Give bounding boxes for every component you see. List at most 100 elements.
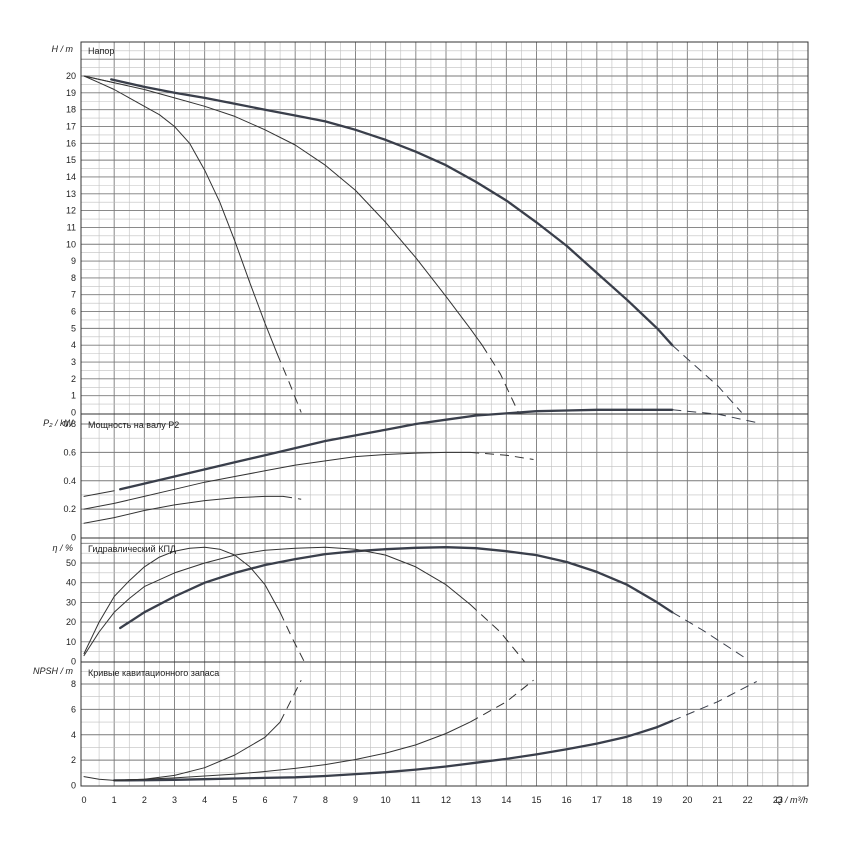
y-tick-label: 4 [71,340,76,350]
y-tick-label: 6 [71,704,76,714]
y-tick-label: 0.2 [63,504,76,514]
x-tick-label: 0 [81,795,86,805]
curve-dashed [283,495,302,500]
y-tick-label: 30 [66,597,76,607]
y-tick-label: 20 [66,617,76,627]
x-tick-label: 8 [323,795,328,805]
y-tick-label: 8 [71,679,76,689]
y-axis-label: P₂ / kW [43,418,74,428]
x-tick-label: 22 [743,795,753,805]
y-tick-label: 2 [71,755,76,765]
y-tick-label: 0.6 [63,447,76,457]
y-tick-label: 11 [67,222,76,232]
y-axis-label: η / % [52,543,73,553]
curve-solid [113,721,281,781]
x-tick-label: 3 [172,795,177,805]
x-tick-label: 5 [232,795,237,805]
x-tick-label: 10 [381,795,391,805]
curve-solid [83,490,115,497]
panel-title: Кривые кавитационного запаса [88,668,219,678]
curve-dashed [672,409,757,424]
y-tick-label: 10 [66,637,76,647]
curve-dashed [672,611,745,659]
plot-frame [80,41,809,787]
y-tick-label: 40 [66,578,76,588]
x-tick-label: 19 [652,795,662,805]
y-tick-label: 6 [71,307,76,317]
y-tick-label: 2 [71,374,76,384]
panel-title: Гидравлический КПД [88,544,176,554]
curve-dashed [279,679,302,723]
y-tick-label: 15 [66,155,76,165]
y-tick-label: 0 [71,408,76,418]
curve-solid [83,75,115,84]
x-tick-label: 4 [202,795,207,805]
x-tick-label: 20 [682,795,692,805]
y-tick-label: 0 [71,533,76,543]
y-tick-label: 50 [66,558,76,568]
curve-solid [113,721,471,781]
y-tick-label: 5 [71,323,76,333]
curve-dashed [481,344,519,413]
y-tick-label: 0 [71,781,76,791]
panel-title: Напор [88,46,114,56]
y-axis-label: NPSH / m [33,666,74,676]
curve-solid [83,776,115,781]
curve-dashed [276,353,302,413]
curve-solid [83,546,471,657]
curve-solid [83,495,284,524]
y-tick-label: 18 [66,105,76,115]
y-tick-label: 17 [66,121,76,131]
curve-solid [83,451,471,510]
y-tick-label: 0.8 [63,419,76,429]
curve-dashed [469,604,525,662]
y-axis-label: H / m [52,44,74,54]
curve-solid [110,78,674,347]
curve-dashed [469,679,534,723]
curve-dashed [470,451,534,460]
y-tick-label: 7 [71,290,76,300]
x-tick-label: 2 [142,795,147,805]
y-tick-label: 1 [71,391,76,401]
curve-solid [113,719,674,782]
y-tick-label: 0.4 [63,476,76,486]
curve-dashed [672,681,757,722]
y-tick-label: 12 [66,206,76,216]
x-tick-label: 18 [622,795,632,805]
curve-solid [83,546,281,655]
curve-dashed [671,344,742,413]
y-tick-label: 9 [71,256,76,266]
y-tick-label: 13 [66,189,76,199]
y-tick-label: 16 [66,138,76,148]
curve-solid [119,546,674,630]
curves [83,75,757,782]
x-tick-label: 12 [441,795,451,805]
y-tick-label: 3 [71,357,76,367]
x-tick-label: 11 [411,795,420,805]
y-tick-label: 20 [66,71,76,81]
x-tick-label: 13 [471,795,481,805]
y-tick-label: 10 [66,239,76,249]
y-tick-label: 19 [66,88,76,98]
x-tick-label: 6 [262,795,267,805]
y-tick-label: 0 [71,657,76,667]
y-tick-label: 4 [71,730,76,740]
grid [81,42,808,786]
x-tick-label: 15 [531,795,541,805]
curve-solid [83,75,278,355]
x-tick-label: 7 [293,795,298,805]
x-tick-label: 14 [501,795,511,805]
x-tick-label: 9 [353,795,358,805]
x-tick-label: 21 [712,795,722,805]
x-tick-label: 1 [112,795,117,805]
x-axis-label: Q / m³/h [775,795,808,805]
curve-solid [83,75,483,346]
y-tick-label: 8 [71,273,76,283]
panel-title: Мощность на валу P2 [88,420,179,430]
y-tick-label: 14 [66,172,76,182]
curve-dashed [279,612,305,662]
x-tick-label: 16 [562,795,572,805]
x-tick-label: 17 [592,795,602,805]
